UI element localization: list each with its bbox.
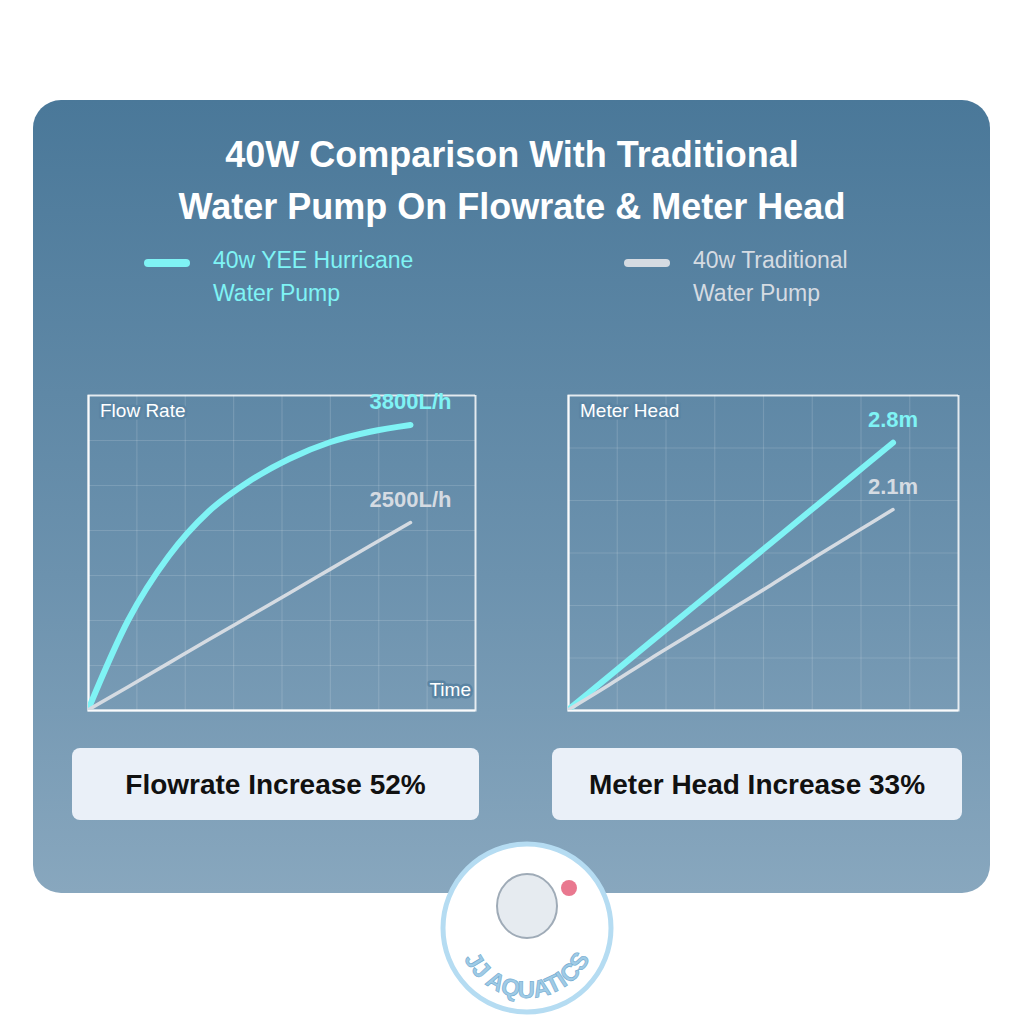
tick <box>475 395 476 710</box>
axis-line <box>89 395 476 711</box>
grid-line <box>88 620 475 621</box>
tick <box>282 395 283 710</box>
x-axis <box>89 395 476 711</box>
axis-line <box>89 396 476 711</box>
legend-line: 40w Traditional <box>693 247 848 273</box>
tick <box>88 620 475 621</box>
annotation-box <box>72 748 479 820</box>
legend-key <box>148 259 186 267</box>
watermark-text: JJ AQUATICS <box>460 947 595 1003</box>
axis-title: Time <box>429 679 471 700</box>
grid-line <box>378 395 379 710</box>
chart-panel: 2.8m 2.1m Meter Head Meter Head Increase 33… <box>552 395 962 820</box>
grid-line <box>568 710 958 711</box>
legend-label: 40w Traditional Water Pump <box>693 247 848 306</box>
axis-line <box>569 396 959 711</box>
tick <box>136 395 137 710</box>
y-axis <box>568 396 958 711</box>
annotation: Meter Head Increase 33% <box>589 769 925 800</box>
x-axis <box>569 395 959 711</box>
tick <box>568 605 958 606</box>
axis-title: Meter Head <box>580 400 679 421</box>
tick <box>233 395 234 710</box>
grid-line <box>233 395 234 710</box>
tick <box>568 448 958 449</box>
data-label: 3800L/h <box>370 389 452 414</box>
tick <box>568 395 958 396</box>
grid-line <box>88 575 475 576</box>
tick <box>427 395 428 710</box>
data-label: 2.1m <box>868 474 918 499</box>
series-line <box>568 510 893 710</box>
tick <box>88 710 475 711</box>
grid-line <box>281 395 282 710</box>
grid-line <box>136 395 137 710</box>
data-label: 2.8m <box>868 407 918 432</box>
grid-line <box>88 665 475 666</box>
grid-line <box>568 500 958 501</box>
series-line <box>88 425 411 710</box>
tick <box>88 530 475 531</box>
background-panel <box>33 100 990 893</box>
tick <box>185 395 186 710</box>
grid-line <box>88 440 475 441</box>
tick <box>88 575 475 576</box>
grid-line <box>185 395 186 710</box>
title-line: 40W Comparison With Traditional <box>225 134 799 175</box>
legend-line: Water Pump <box>693 280 820 306</box>
watermark-path-text: JJ AQUATICS <box>460 947 595 1003</box>
legend-line: 40w YEE Hurricane <box>213 247 413 273</box>
chart-canvas: 40W Comparison With Traditional Water Pum… <box>0 0 1024 1024</box>
series-line <box>568 443 893 710</box>
legend-label: 40w YEE Hurricane Water Pump <box>213 247 413 306</box>
grid-line <box>568 605 958 606</box>
grid-line <box>568 447 958 448</box>
tick <box>378 395 379 710</box>
logo-icon <box>497 874 557 938</box>
legend-line: Water Pump <box>213 280 340 306</box>
legend-key <box>628 259 666 267</box>
tick <box>958 395 959 710</box>
logo-icon <box>561 880 577 896</box>
watermark-logo: JJ AQUATICS <box>443 844 611 1012</box>
plot-area <box>568 443 893 710</box>
axis-line <box>569 395 959 711</box>
grid-line <box>88 710 475 711</box>
plot-area <box>88 425 411 710</box>
series-line <box>88 523 411 711</box>
grid-line <box>958 395 959 710</box>
annotation-box <box>552 748 962 820</box>
annotation: Flowrate Increase 52% <box>125 769 425 800</box>
tick <box>568 710 958 711</box>
y-axis <box>88 396 475 711</box>
logo-circle <box>443 844 611 1012</box>
grid-line <box>427 395 428 710</box>
data-label: 2500L/h <box>370 487 452 512</box>
grid-line <box>88 530 475 531</box>
grid-line <box>475 395 476 710</box>
tick <box>568 500 958 501</box>
axis-title: Flow Rate <box>100 400 186 421</box>
chart-panel: 3800L/h 2500L/h Flow Rate Time Flowrate Incr… <box>72 247 848 820</box>
title-line: Water Pump On Flowrate & Meter Head <box>179 186 846 227</box>
grid-line <box>568 395 958 396</box>
tick <box>88 440 475 441</box>
chart-title: 40W Comparison With Traditional Water Pum… <box>179 134 846 227</box>
tick <box>88 665 475 666</box>
